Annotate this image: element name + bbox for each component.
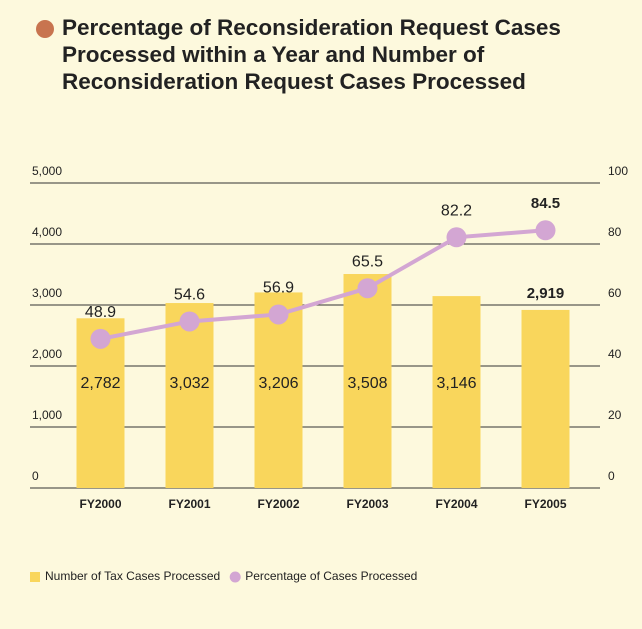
- line-value-label: 65.5: [352, 253, 383, 270]
- line-marker: [90, 328, 111, 349]
- y2-tick-label: 80: [608, 225, 622, 239]
- title-bullet: [36, 20, 54, 38]
- line-marker: [179, 311, 200, 332]
- x-tick-label: FY2003: [346, 497, 388, 511]
- y2-tick-label: 40: [608, 347, 622, 361]
- x-tick-label: FY2001: [168, 497, 210, 511]
- line-value-label: 56.9: [263, 280, 294, 297]
- x-tick-label: FY2005: [524, 497, 566, 511]
- bar-value-label: 2,782: [80, 375, 120, 392]
- bar: [343, 274, 392, 488]
- line-value-label: 84.5: [531, 195, 560, 212]
- bar-value-label: 3,032: [169, 375, 209, 392]
- y2-tick-label: 0: [608, 469, 615, 483]
- y-tick-label: 3,000: [32, 286, 62, 300]
- chart-title: Percentage of Reconsideration Request Ca…: [62, 15, 561, 94]
- y-tick-label: 5,000: [32, 164, 62, 178]
- bar: [165, 303, 214, 488]
- y-tick-label: 2,000: [32, 347, 62, 361]
- line-marker: [535, 220, 556, 241]
- y-tick-label: 0: [32, 469, 39, 483]
- x-tick-label: FY2004: [435, 497, 477, 511]
- bar-value-label: 3,146: [436, 375, 476, 392]
- line-marker: [357, 278, 378, 299]
- x-tick-label: FY2002: [257, 497, 299, 511]
- legend-swatch: [229, 571, 241, 583]
- line-marker: [268, 304, 289, 325]
- line-value-label: 82.2: [441, 203, 472, 220]
- line-value-label: 54.6: [174, 287, 205, 304]
- line: [100, 228, 546, 341]
- y2-tick-label: 20: [608, 408, 622, 422]
- legend-swatch: [30, 572, 40, 582]
- bar-value-label: 2,919: [527, 285, 565, 302]
- legend-label: Number of Tax Cases Processed: [45, 569, 220, 583]
- line-value-label: 48.9: [85, 304, 116, 321]
- bar: [254, 292, 303, 488]
- line-marker: [446, 227, 467, 248]
- y2-tick-label: 100: [608, 164, 628, 178]
- x-tick-label: FY2000: [79, 497, 121, 511]
- y-tick-label: 4,000: [32, 225, 62, 239]
- legend-label: Percentage of Cases Processed: [245, 569, 417, 583]
- y2-tick-label: 60: [608, 286, 622, 300]
- bar-value-label: 3,508: [347, 375, 387, 392]
- y-tick-label: 1,000: [32, 408, 62, 422]
- bar: [521, 309, 570, 488]
- bar-value-label: 3,206: [258, 375, 298, 392]
- bar: [432, 296, 481, 488]
